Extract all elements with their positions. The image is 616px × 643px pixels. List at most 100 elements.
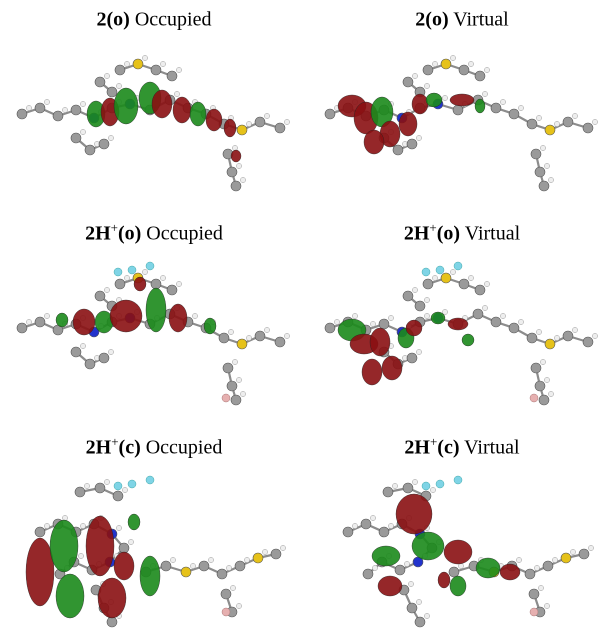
hydrogen-atom	[264, 113, 270, 119]
hydrogen-atom	[124, 61, 130, 67]
atom	[226, 380, 238, 392]
panel-2h-c-virtual: 2H+(c) Virtual	[308, 428, 616, 642]
fluorine-atom	[113, 481, 123, 491]
boron-atom	[529, 607, 539, 617]
atom	[70, 104, 82, 116]
atom	[150, 64, 162, 76]
atom	[538, 394, 550, 406]
hydrogen-atom	[536, 329, 542, 335]
atom	[166, 284, 178, 296]
label-bold-tail: (c)	[437, 436, 460, 459]
hydrogen-atom	[450, 55, 456, 61]
atom	[526, 118, 538, 130]
orbital-lobe	[113, 551, 135, 581]
hydrogen-atom	[450, 269, 456, 275]
atom	[94, 76, 106, 88]
hydrogen-atom	[80, 129, 86, 135]
hydrogen-atom	[236, 603, 242, 609]
hydrogen-atom	[544, 163, 550, 169]
label-rest: Occupied	[140, 436, 223, 459]
atom	[524, 568, 536, 580]
hydrogen-atom	[280, 545, 286, 551]
atom	[422, 64, 434, 76]
hydrogen-atom	[44, 523, 50, 529]
atom	[406, 138, 418, 150]
hydrogen-atom	[572, 327, 578, 333]
hydrogen-atom	[416, 135, 422, 141]
panel-2o-virtual: 2(o) Virtual	[308, 0, 616, 214]
hydrogen-atom	[352, 313, 358, 319]
hydrogen-atom	[430, 487, 436, 493]
atom	[562, 116, 574, 128]
fluorine-atom	[145, 475, 155, 485]
orbital-lobe	[363, 129, 385, 155]
atom	[84, 144, 96, 156]
atom	[236, 124, 248, 136]
hydrogen-atom	[26, 105, 32, 111]
orbital-lobe	[230, 149, 242, 163]
hydrogen-atom	[554, 121, 560, 127]
atom	[544, 124, 556, 136]
orbital-lobe	[369, 327, 391, 357]
hydrogen-atom	[176, 281, 182, 287]
hydrogen-atom	[104, 479, 110, 485]
molecule-orbital-image	[324, 261, 598, 406]
atom	[526, 332, 538, 344]
hydrogen-atom	[432, 275, 438, 281]
panel-label: 2H+(c) Virtual	[308, 434, 616, 460]
atom	[490, 102, 502, 114]
hydrogen-atom	[424, 83, 430, 89]
atom	[392, 144, 404, 156]
hydrogen-atom	[442, 309, 448, 315]
atom	[220, 588, 232, 600]
atom	[118, 542, 130, 554]
atom	[230, 180, 242, 192]
hydrogen-atom	[232, 145, 238, 151]
hydrogen-atom	[108, 349, 114, 355]
hydrogen-atom	[128, 539, 134, 545]
atom	[542, 560, 554, 572]
hydrogen-atom	[544, 603, 550, 609]
hydrogen-atom	[482, 305, 488, 311]
label-rest: Virtual	[460, 222, 521, 245]
hydrogen-atom	[26, 319, 32, 325]
atom	[180, 566, 192, 578]
hydrogen-atom	[468, 275, 474, 281]
hydrogen-atom	[44, 313, 50, 319]
hydrogen-atom	[518, 319, 524, 325]
orbital-lobe	[55, 312, 69, 328]
atom	[132, 58, 144, 70]
hydrogen-atom	[142, 269, 148, 275]
atom	[406, 352, 418, 364]
hydrogen-atom	[484, 67, 490, 73]
atom	[230, 394, 242, 406]
hydrogen-atom	[104, 287, 110, 293]
label-sup: +	[429, 434, 438, 449]
atom	[582, 336, 594, 348]
atom	[458, 64, 470, 76]
atom	[538, 180, 550, 192]
atom	[452, 104, 464, 116]
atom	[474, 284, 486, 296]
orbital-lobe	[443, 539, 473, 565]
hydrogen-atom	[404, 561, 410, 567]
hydrogen-atom	[116, 83, 122, 89]
hydrogen-atom	[62, 515, 68, 521]
hydrogen-atom	[236, 163, 242, 169]
atom	[216, 568, 228, 580]
atom	[472, 308, 484, 320]
hydrogen-atom	[588, 545, 594, 551]
orbital-lobe	[97, 577, 127, 619]
orbital-lobe	[361, 358, 383, 386]
atom	[94, 290, 106, 302]
orbital-lobe	[139, 555, 161, 597]
hydrogen-atom	[412, 479, 418, 485]
label-rest: Occupied	[141, 222, 223, 245]
atom	[490, 316, 502, 328]
orbital-lobe	[381, 355, 403, 381]
hydrogen-atom	[190, 563, 196, 569]
hydrogen-atom	[484, 281, 490, 287]
hydrogen-atom	[124, 275, 130, 281]
hydrogen-atom	[388, 523, 394, 529]
hydrogen-atom	[226, 565, 232, 571]
